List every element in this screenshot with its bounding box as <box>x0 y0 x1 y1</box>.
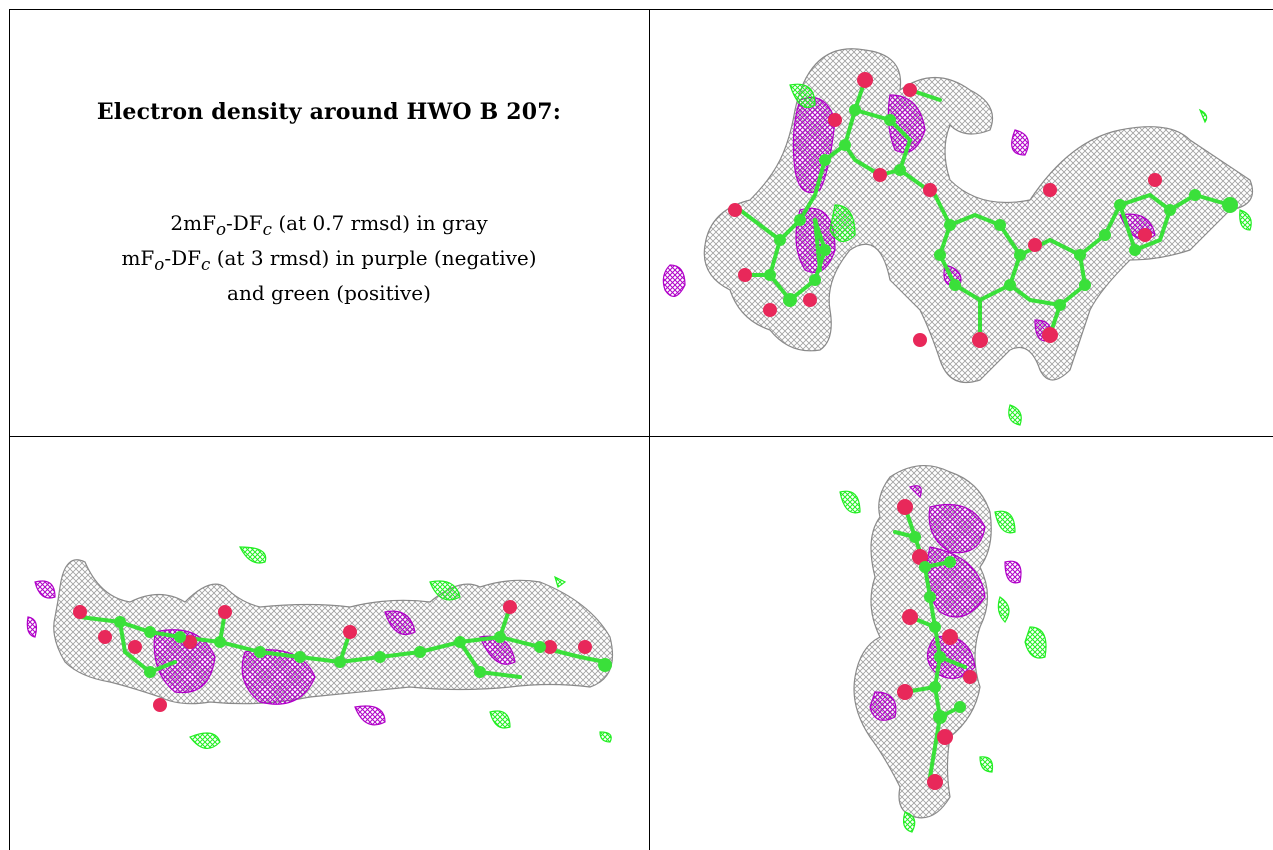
negative-density-mesh-side <box>26 580 516 726</box>
border-middle <box>649 9 650 850</box>
density-view-side <box>10 437 649 850</box>
atom-spheres-side <box>73 600 612 712</box>
atom-spheres <box>728 72 1238 348</box>
density-view-top <box>650 10 1273 436</box>
caption-sub: c <box>201 255 211 274</box>
caption-sub: o <box>154 255 165 274</box>
positive-density-mesh-side <box>189 546 612 749</box>
border-top <box>9 9 1273 10</box>
caption-line-colors: and green (positive) <box>227 281 431 305</box>
caption-sub: c <box>262 220 272 239</box>
density-image-end <box>839 464 1047 833</box>
density-image-top <box>662 48 1254 426</box>
caption-text: -DF <box>225 211 263 235</box>
caption-legend: 2mFo-DFc (at 0.7 rmsd) in gray mFo-DFc (… <box>9 209 649 307</box>
density-image-side <box>26 546 614 749</box>
density-view-end <box>650 437 1273 850</box>
caption-title: Electron density around HWO B 207: <box>96 99 562 125</box>
positive-density-mesh <box>789 83 1252 426</box>
figure-table: Electron density around HWO B 207: 2mFo-… <box>9 9 1273 850</box>
border-row-divider <box>9 436 1273 437</box>
border-left <box>9 9 10 850</box>
caption-line-2mfo: 2mFo-DFc (at 0.7 rmsd) in gray <box>9 209 649 244</box>
caption-text: -DF <box>164 246 201 270</box>
caption-line-mfo: mFo-DFc (at 3 rmsd) in purple (negative) <box>9 244 649 279</box>
gray-density-mesh-end <box>853 464 992 819</box>
caption-text: (at 3 rmsd) in purple (negative) <box>210 246 537 270</box>
caption-text: mF <box>121 246 155 270</box>
caption-text: 2mF <box>170 211 216 235</box>
caption-text: (at 0.7 rmsd) in gray <box>272 211 488 235</box>
caption-sub: o <box>215 220 226 239</box>
atom-spheres-end <box>897 499 977 790</box>
caption-cell: Electron density around HWO B 207: 2mFo-… <box>9 9 649 436</box>
gray-density-mesh-side <box>53 559 614 705</box>
positive-density-mesh-end <box>839 490 1047 833</box>
